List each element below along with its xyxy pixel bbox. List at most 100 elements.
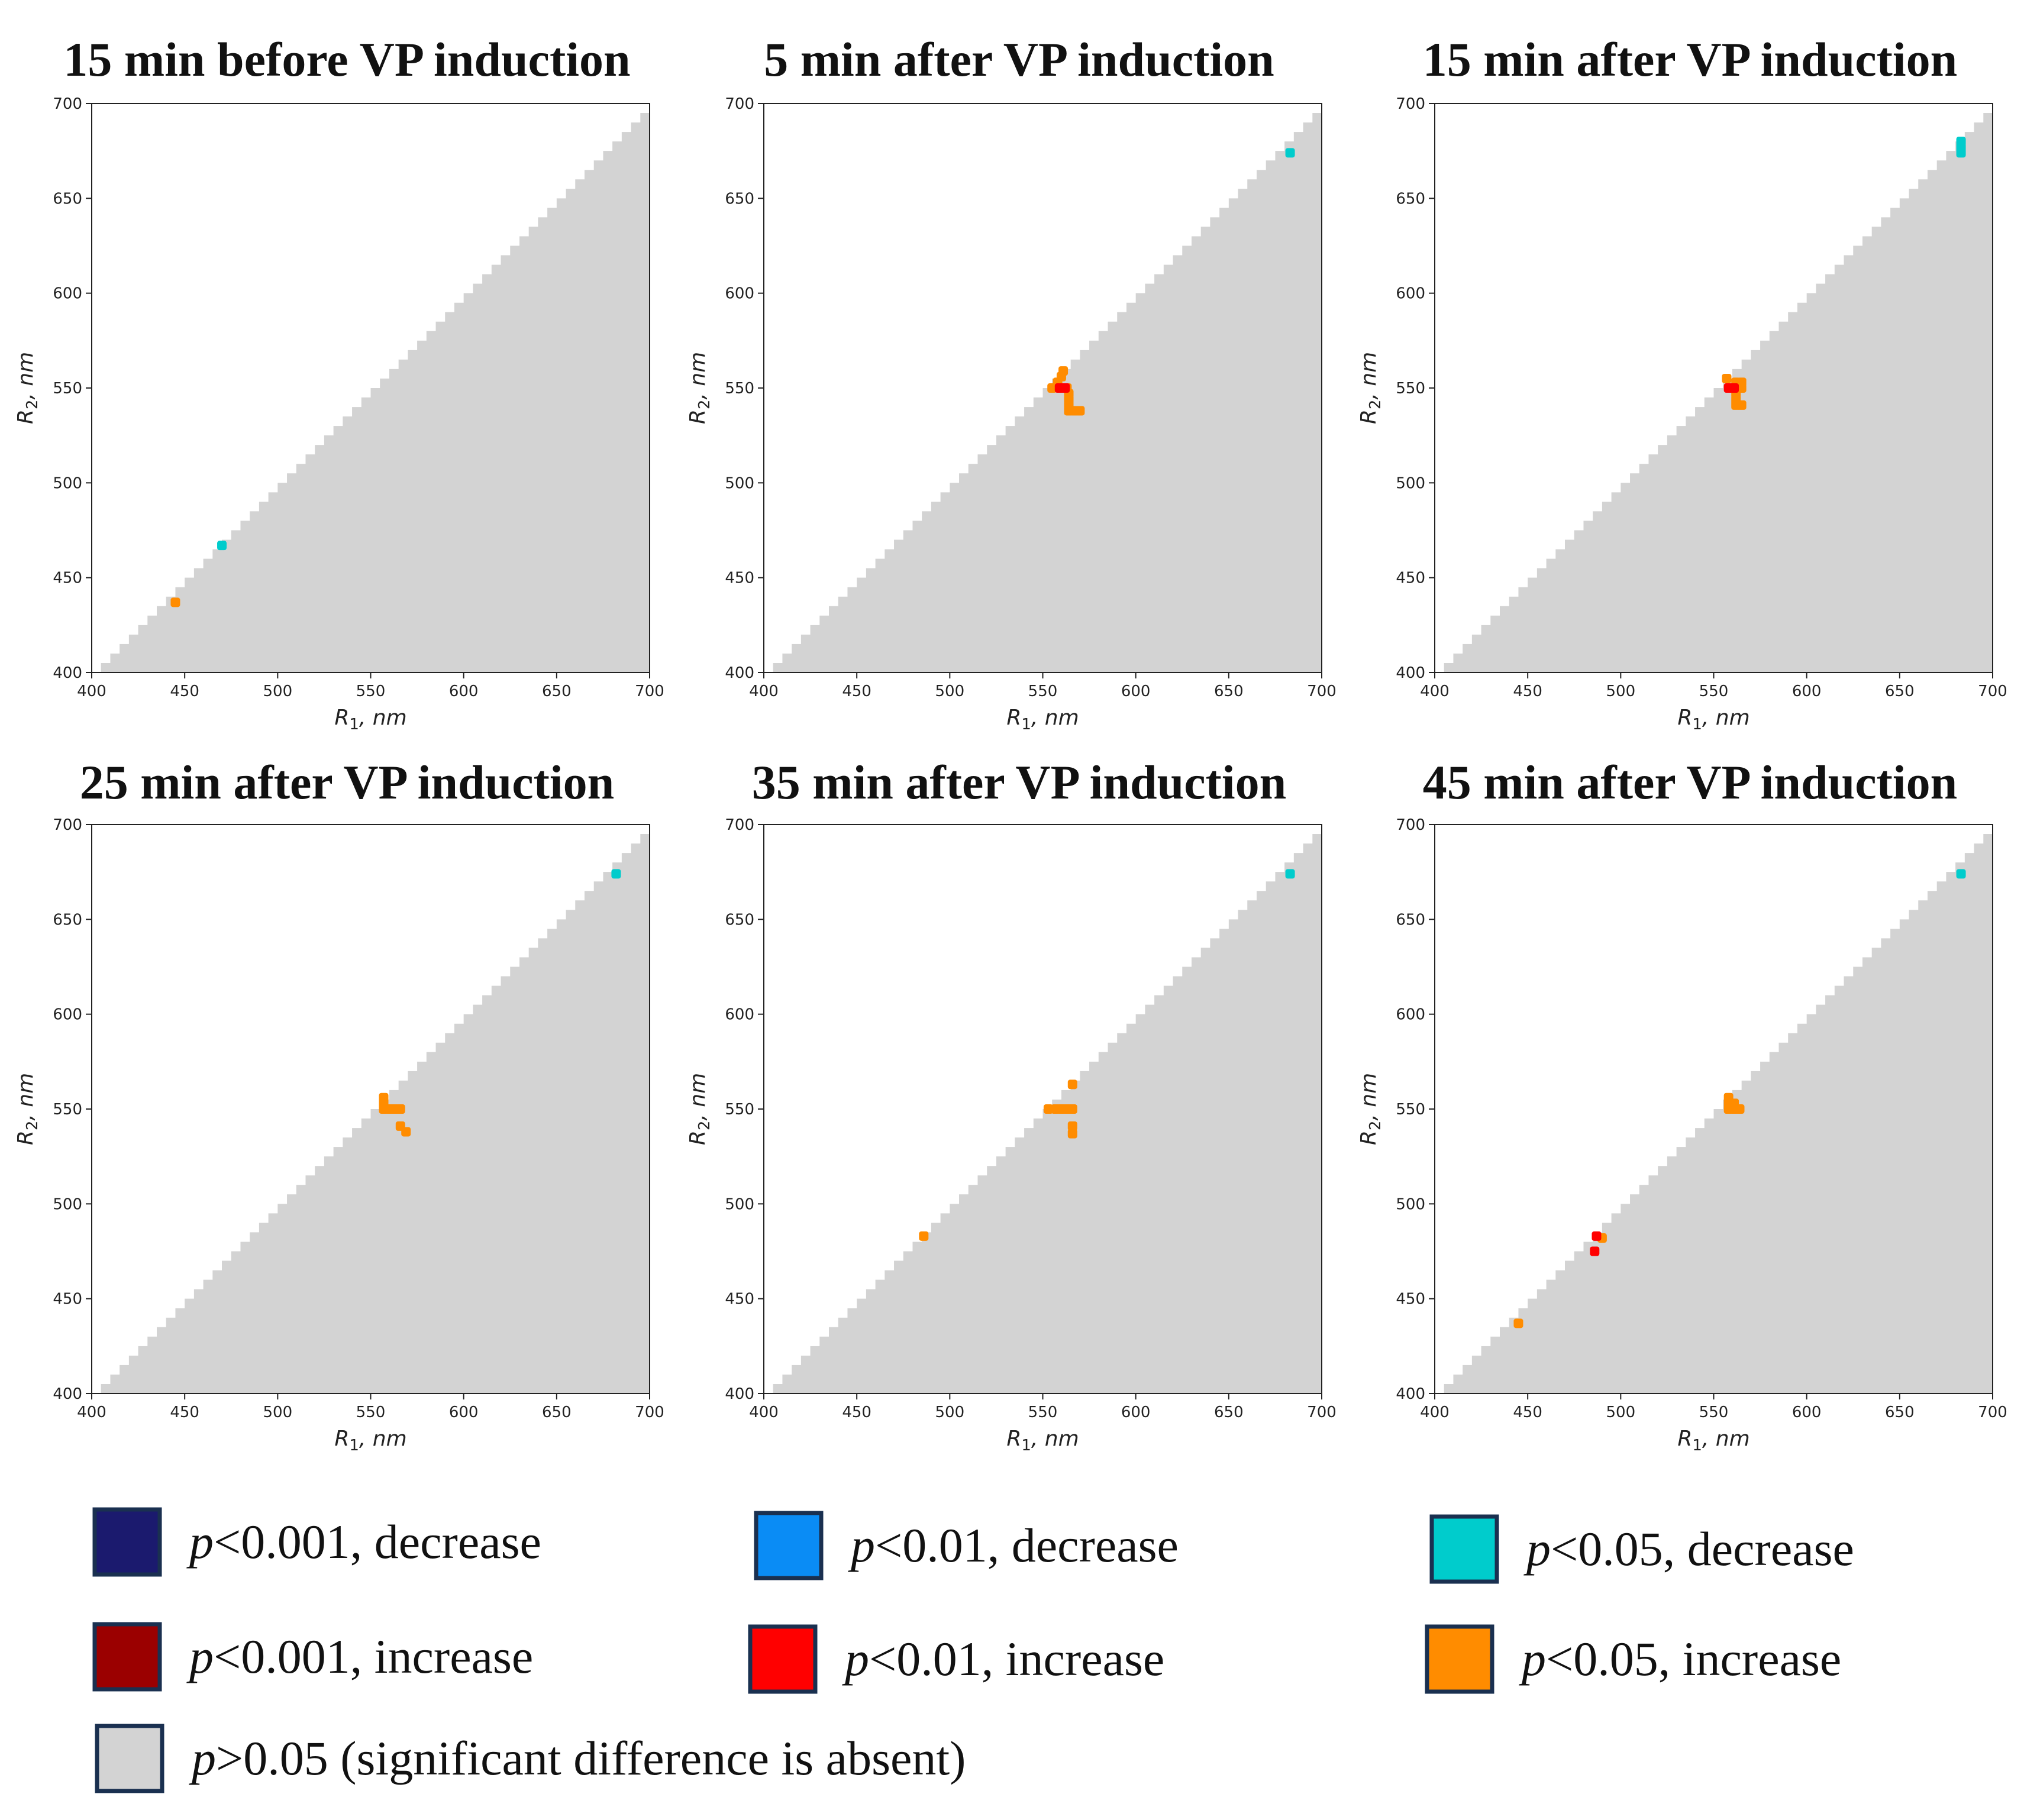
y-tick-label: 550 [1396,1101,1425,1118]
legend-item-inc01: p<0.01, increase [748,1624,1164,1694]
x-axis-label: R1, nm [334,1427,406,1454]
y-tick-label: 450 [1396,1291,1425,1308]
x-axis-label: R1, nm [334,706,406,733]
cell-inc05 [1513,1318,1523,1328]
y-tick-label: 500 [1396,474,1425,492]
cell-dec05 [217,541,227,551]
y-tick-label: 400 [53,664,82,682]
y-tick-label: 700 [1396,816,1425,834]
legend-label: p<0.05, decrease [1523,1522,1854,1576]
x-tick-label: 400 [77,683,106,700]
y-tick-label: 700 [53,95,82,113]
y-tick-label: 550 [725,380,754,397]
cell-inc05 [170,597,180,607]
panel-6: 45 min after VP induction 400 450 500 550 600… [1357,755,2007,1454]
legend-label: p<0.001, increase [186,1630,533,1683]
y-tick-label: 600 [725,1006,754,1024]
cell-inc01 [1060,383,1070,393]
y-tick-label: 400 [53,1385,82,1403]
panel-title: 15 min before VP induction [63,33,630,86]
cell-inc05 [1736,383,1747,393]
y-axis-label: R2, nm [1357,1073,1384,1145]
x-axis-label: R1, nm [1006,706,1079,733]
x-tick-label: 450 [842,1404,871,1421]
cell-inc05 [1067,1129,1077,1139]
x-tick-label: 650 [1214,1404,1244,1421]
x-tick-label: 650 [542,1404,572,1421]
y-tick-label: 700 [53,816,82,834]
x-tick-label: 550 [356,1404,386,1421]
legend-swatch [1425,1624,1494,1694]
y-tick-label: 650 [725,911,754,929]
panel-3: 15 min after VP induction 400 450 500 550 600… [1357,33,2007,733]
y-tick-label: 600 [1396,285,1425,303]
nonsignificant-region [764,104,1322,673]
x-tick-label: 700 [635,1404,664,1421]
y-axis-label: R2, nm [14,1073,41,1145]
x-tick-label: 550 [356,683,386,700]
cell-dec05 [1285,148,1295,158]
cell-dec05 [1285,869,1295,879]
y-tick-label: 450 [725,1291,754,1308]
y-tick-label: 550 [53,1101,82,1118]
y-tick-label: 650 [1396,911,1425,929]
y-tick-label: 500 [725,474,754,492]
cell-inc01 [1592,1231,1602,1241]
y-tick-label: 600 [1396,1006,1425,1024]
x-tick-label: 600 [1792,1404,1822,1421]
y-tick-label: 600 [725,285,754,303]
x-tick-label: 700 [1978,683,2007,700]
legend-label: p<0.01, increase [842,1632,1164,1686]
cell-inc05 [1058,366,1069,376]
panel-4: 25 min after VP induction 400 450 500 550 600… [14,755,664,1454]
y-tick-label: 550 [53,380,82,397]
x-tick-label: 500 [263,1404,293,1421]
x-tick-label: 700 [1978,1404,2007,1421]
cell-inc05 [1729,1098,1739,1108]
x-tick-label: 400 [77,1404,106,1421]
y-tick-label: 700 [725,95,754,113]
cell-inc01 [1590,1246,1600,1256]
x-axis-label: R1, nm [1006,1427,1079,1454]
x-tick-label: 500 [935,683,965,700]
legend-label: p<0.001, decrease [186,1515,541,1569]
legend-item-inc001: p<0.001, increase [92,1622,533,1692]
legend-label: p<0.05, increase [1519,1632,1841,1686]
x-tick-label: 500 [1606,1404,1636,1421]
x-tick-label: 650 [1885,1404,1915,1421]
y-tick-label: 450 [53,1291,82,1308]
cell-inc05 [1722,373,1732,383]
x-tick-label: 650 [1214,683,1244,700]
x-tick-label: 450 [1513,1404,1542,1421]
y-tick-label: 550 [1396,380,1425,397]
x-tick-label: 600 [1121,683,1151,700]
nonsignificant-region [92,104,650,673]
cell-dec05 [611,869,621,879]
y-tick-label: 500 [1396,1195,1425,1213]
x-axis-label: R1, nm [1677,1427,1749,1454]
cell-inc01 [1729,383,1739,393]
cell-inc05 [1043,1104,1053,1114]
y-tick-label: 650 [53,190,82,208]
cell-inc05 [1075,406,1085,416]
x-tick-label: 700 [635,683,664,700]
x-tick-label: 400 [1420,1404,1450,1421]
y-axis-label: R2, nm [14,352,41,424]
y-axis-label: R2, nm [1357,352,1384,424]
cell-inc05 [1067,1121,1077,1131]
cell-dec05 [1956,869,1966,879]
y-tick-label: 500 [725,1195,754,1213]
legend-item-dec05: p<0.05, decrease [1429,1514,1854,1584]
nonsignificant-region [1435,825,1993,1394]
cell-dec05 [1956,137,1966,147]
x-axis-label: R1, nm [1677,706,1749,733]
cell-inc05 [395,1104,405,1114]
x-tick-label: 650 [542,683,572,700]
y-tick-label: 400 [1396,1385,1425,1403]
y-tick-label: 650 [53,911,82,929]
y-axis-label: R2, nm [686,352,714,424]
legend-swatch [92,1622,162,1692]
x-tick-label: 550 [1699,1404,1729,1421]
cell-inc05 [1067,1079,1077,1090]
